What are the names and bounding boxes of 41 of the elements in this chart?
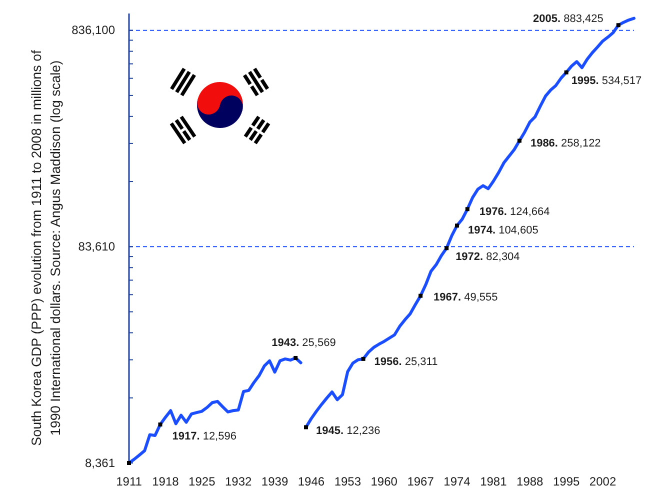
y-axis-title: South Korea GDP (PPP) evolution from 1911 to 2008 in millions of 1990 International dollars. Source: Angus Maddison (log scale)	[29, 50, 64, 446]
point	[304, 425, 308, 430]
x-tick-label: 1967	[407, 474, 434, 489]
point	[564, 70, 568, 74]
data-label: 1917. 12,596	[172, 430, 236, 442]
data-label: 1956. 25,311	[374, 356, 438, 368]
point	[158, 422, 162, 426]
x-tick-label: 1911	[116, 474, 142, 489]
point	[517, 138, 522, 143]
y-tick-label: 836,100	[72, 23, 116, 38]
x-tick-label: 2002	[589, 474, 616, 489]
x-tick-label: 1988	[516, 474, 544, 489]
x-tick-label: 1953	[334, 474, 362, 489]
point	[418, 294, 423, 298]
point	[465, 207, 470, 212]
point	[616, 23, 620, 28]
data-label: 1943. 25,569	[272, 336, 336, 349]
data-label: 1974. 104,605	[468, 224, 538, 236]
x-tick-label: 1918	[152, 474, 180, 489]
point	[444, 246, 449, 250]
x-tick-label: 1995	[552, 474, 580, 489]
x-tick-label: 1974	[444, 474, 471, 489]
x-tick-label: 1960	[370, 474, 398, 489]
line-series	[128, 356, 302, 464]
data-label: 1945. 12,236	[316, 425, 380, 438]
point	[454, 224, 459, 228]
x-tick-label: 1946	[298, 474, 325, 489]
x-tick-label: 1925	[188, 474, 216, 489]
x-tick-label: 1939	[261, 474, 288, 489]
x-tick-label: 1932	[224, 474, 252, 489]
point	[294, 356, 298, 360]
x-tick-label: 1981	[480, 474, 508, 489]
data-label: 1986. 258,122	[530, 138, 601, 150]
data-label: 1976. 124,664	[479, 206, 550, 218]
data-label: 2005. 883,425	[533, 12, 604, 25]
data-label: 1967. 49,555	[434, 292, 498, 304]
y-tick-label: 83,610	[78, 240, 116, 254]
data-label: 1972. 82,304	[456, 250, 520, 263]
y-tick-label: 8,361	[84, 456, 116, 470]
point	[361, 356, 366, 361]
data-label: 1995. 534,517	[571, 75, 642, 88]
